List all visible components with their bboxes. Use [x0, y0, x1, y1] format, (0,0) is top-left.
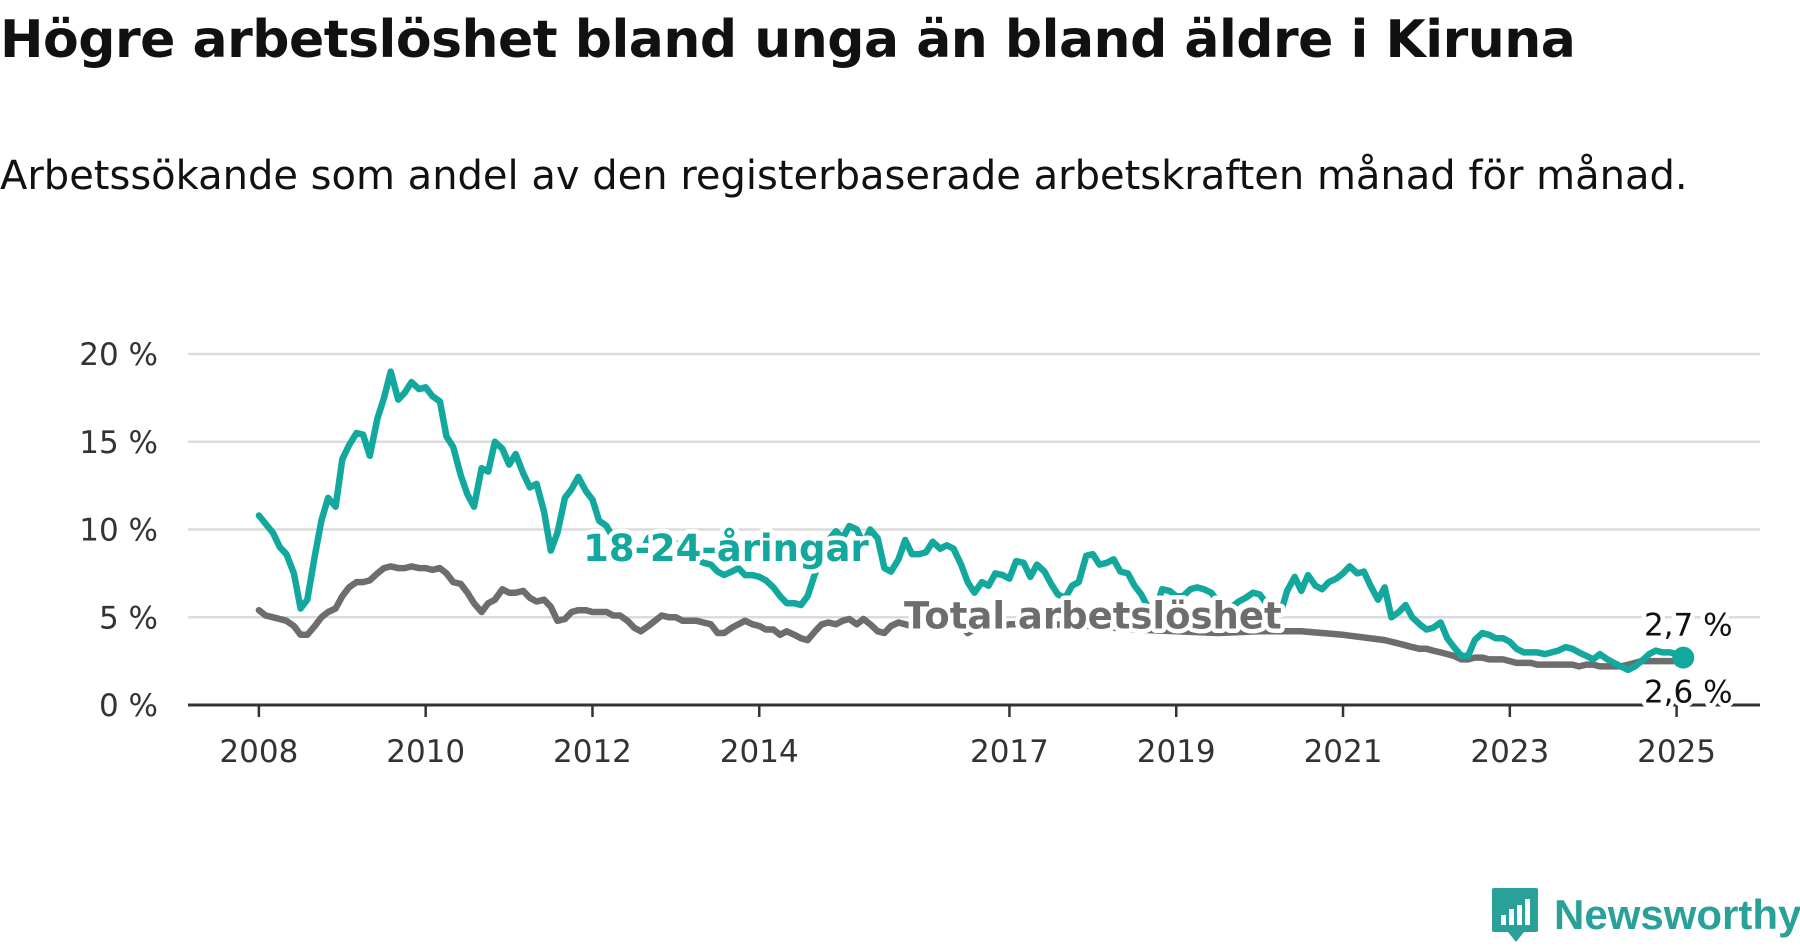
x-tick-label: 2025 — [1637, 734, 1716, 770]
y-tick-label: 0 % — [99, 688, 158, 724]
y-tick-label: 10 % — [79, 513, 158, 549]
series-label-1: Total arbetslöshet — [904, 595, 1282, 638]
series-end-marker — [1672, 646, 1695, 669]
y-tick-label: 15 % — [79, 425, 158, 461]
series-line-0 — [255, 368, 1687, 674]
newsworthy-logo-icon — [1492, 888, 1538, 942]
gridlines — [188, 352, 1760, 619]
x-tick-label: 2014 — [720, 734, 799, 770]
series-label-1-halo: Total arbetslöshet — [904, 595, 1282, 638]
end-value-label-halo: 2,7 % — [1644, 608, 1733, 644]
brand-name: Newsworthy — [1554, 891, 1800, 938]
x-axis: 2008 2010 2012 2014 2017 2019 2021 2023 2025 — [188, 703, 1760, 770]
x-tick-label: 2023 — [1470, 734, 1549, 770]
brand-logo: Newsworthy — [1490, 886, 1800, 944]
x-tick-label: 2021 — [1304, 734, 1383, 770]
chart-title: Högre arbetslöshet bland unga än bland ä… — [0, 10, 1576, 70]
end-value-label-halo: 2,6 % — [1644, 674, 1733, 710]
x-tick-label: 2008 — [219, 734, 298, 770]
series-line-1 — [255, 563, 1687, 670]
series-layer — [255, 368, 1695, 674]
series-label-0-halo: 18-24-åringar — [583, 527, 869, 570]
x-tick-label: 2010 — [386, 734, 465, 770]
y-tick-label: 20 % — [79, 337, 158, 373]
y-axis: 0 % 5 % 10 % 15 % 20 % — [79, 337, 158, 724]
end-value-label: 2,6 % — [1644, 674, 1733, 710]
end-value-label: 2,7 % — [1644, 608, 1733, 644]
x-tick-label: 2017 — [970, 734, 1049, 770]
y-tick-label: 5 % — [99, 600, 158, 636]
series-label-0: 18-24-åringar — [583, 527, 869, 570]
chart-subtitle: Arbetssökande som andel av den registerb… — [0, 153, 1688, 199]
x-tick-label: 2019 — [1137, 734, 1216, 770]
x-tick-label: 2012 — [553, 734, 632, 770]
